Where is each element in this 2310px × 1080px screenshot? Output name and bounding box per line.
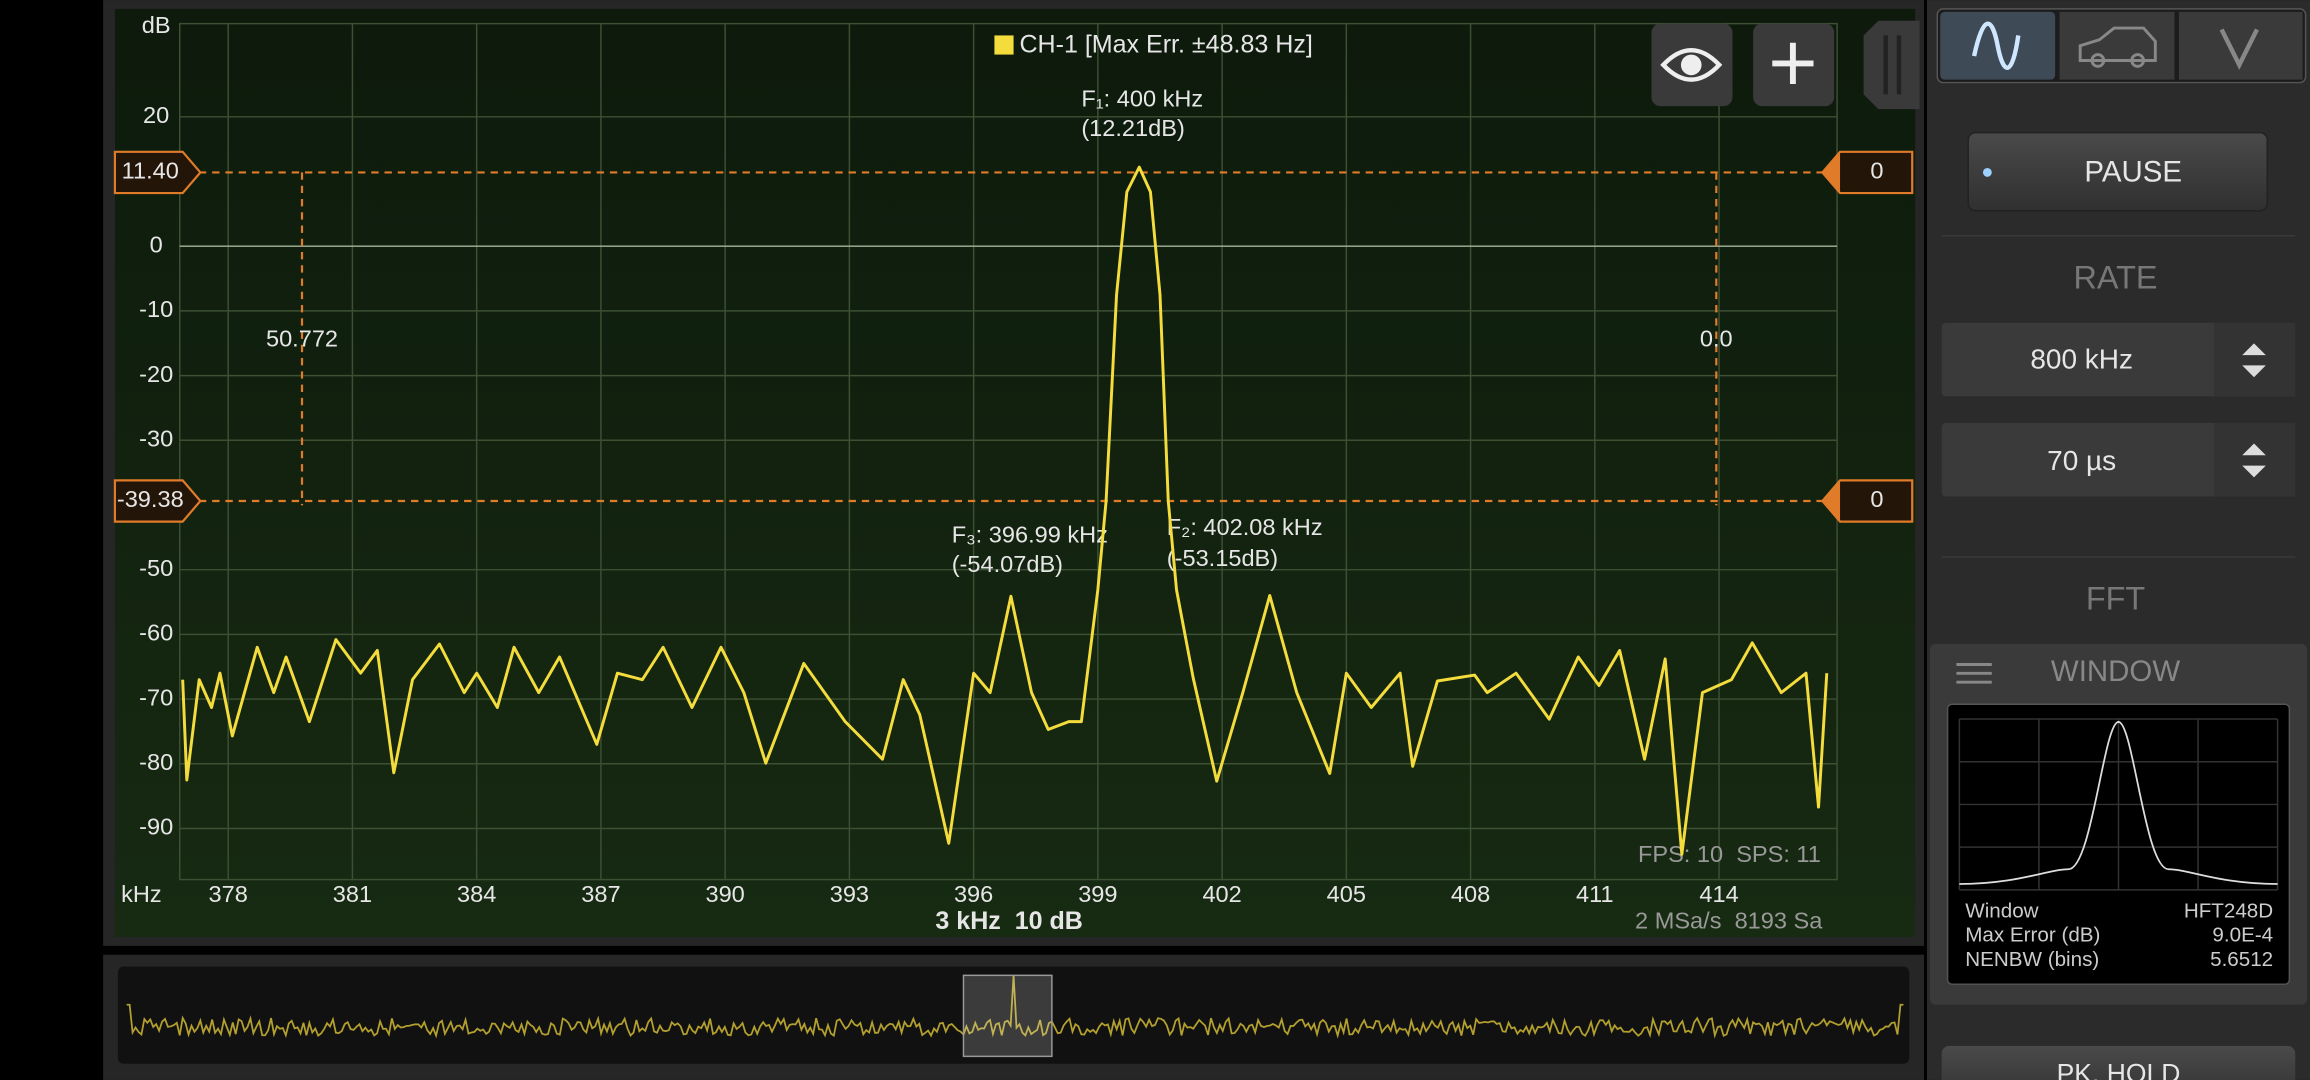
overview-window[interactable] [962,974,1053,1058]
rate-heading: RATE [2074,260,2158,296]
overview-trace [126,975,1904,1039]
time-field[interactable] [1941,422,2296,497]
menu-icon[interactable] [1956,663,1992,684]
pk-hold-label: PK. HOLD [2057,1059,2181,1080]
scale-info: 3 kHz 10 dB [935,907,1082,935]
peak-annotation: F₁: 400 kHz [1081,85,1203,111]
x-tick-label: 378 [209,881,248,907]
y-tick-label: 20 [143,102,169,128]
y-tick-label: -20 [139,361,173,387]
rate-spinner[interactable] [2214,322,2296,397]
window-grid [1958,718,2279,891]
cursor-tag [113,150,202,195]
cursor-readout: 0.0 [1700,326,1733,352]
eye-button[interactable] [1651,23,1733,107]
cursor-readout: 50.772 [266,326,338,352]
x-tick-label: 387 [581,881,620,907]
cursor-right-label: 0 [1870,158,1883,184]
info-value: 9.0E-4 [2212,924,2273,947]
info-value: 5.6512 [2210,948,2273,971]
legend-swatch [994,35,1014,55]
window-heading: WINDOW [2051,655,2180,688]
add-button[interactable] [1753,23,1835,107]
pause-button[interactable] [1967,131,2269,212]
cursor-tag [113,479,202,523]
cursor-level-label: -39.38 [117,486,184,512]
peak-level: (-53.15dB) [1167,545,1278,571]
plot-background [114,8,1916,938]
y-tick-label: -70 [139,684,173,710]
window-shape [1959,721,2278,885]
mode-tabs[interactable] [1936,8,2307,84]
x-tick-label: 405 [1327,881,1366,907]
legend-label: CH-1 [Max Err. ±48.83 Hz] [1019,30,1312,58]
y-tick-label: 0 [150,231,163,257]
x-tick-label: 393 [830,881,869,907]
x-tick-label: 414 [1699,881,1738,907]
x-tick-label: 399 [1078,881,1117,907]
y-tick-label: -80 [139,749,173,775]
spinner-arrows [2242,443,2266,478]
spinner-arrows [2242,343,2266,378]
info-label: Window [1965,899,2038,922]
y-tick-label: -10 [139,296,173,322]
y-tick-label: -50 [139,555,173,581]
peak-level: (-54.07dB) [952,551,1063,577]
cursor-tag-tip [1822,151,1841,194]
grid [178,22,1838,881]
x-tick-label: 381 [333,881,372,907]
y-tick-label: -90 [139,814,173,840]
pk-hold-button[interactable] [1941,1046,2296,1080]
spectrum-line [181,165,1829,856]
fft-heading: FFT [2086,581,2146,617]
peak-annotation: F₃: 396.99 kHz [952,522,1108,548]
fps-info: FPS: 10 SPS: 11 [1638,841,1821,867]
plot-area [178,22,1838,881]
window-info: Window HFT248D Max Error (dB) 9.0E-4 NENBW (… [1965,899,2273,971]
x-tick-label: 408 [1451,881,1490,907]
time-spinner[interactable] [2214,422,2296,497]
drawer-handle[interactable] [1863,20,1920,110]
x-tick-label: 411 [1576,881,1614,907]
peak-annotation: F₂: 402.08 kHz [1167,514,1323,540]
pause-indicator [1982,168,1992,177]
x-unit: kHz [121,881,162,907]
overview [117,966,1910,1064]
info-label: NENBW (bins) [1965,948,2099,971]
x-tick-label: 402 [1202,881,1241,907]
cursor-right-label: 0 [1870,486,1883,512]
x-tick-label: 396 [954,881,993,907]
cursor-tag-tip [1822,480,1841,522]
info-value: HFT248D [2184,899,2273,922]
pause-label: PAUSE [2084,156,2182,189]
cursor-level-label: 11.40 [122,158,179,184]
y-tick-label: -60 [139,620,173,646]
time-value: 70 µs [2047,445,2116,476]
y-unit: dB [142,12,171,38]
rate-value: 800 kHz [2030,343,2133,374]
rate-field[interactable] [1941,322,2296,397]
x-tick-label: 384 [457,881,496,907]
sample-info: 2 MSa/s 8193 Sa [1635,908,1823,934]
info-label: Max Error (dB) [1965,924,2100,947]
peak-level: (12.21dB) [1081,115,1184,141]
x-tick-label: 390 [705,881,744,907]
y-tick-label: -30 [139,426,173,452]
